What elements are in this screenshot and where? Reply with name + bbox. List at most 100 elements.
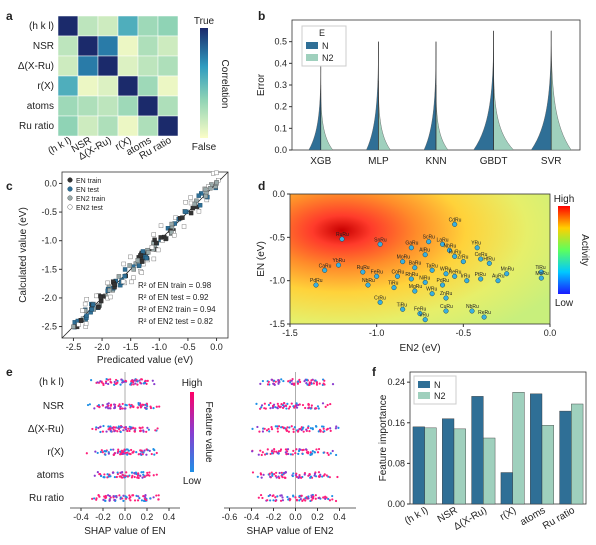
shap-point [278, 405, 281, 409]
heatmap-cell [97, 75, 119, 97]
shap-point [295, 498, 298, 501]
shap-point [100, 449, 103, 452]
shap-point [129, 404, 132, 407]
shap-point [135, 451, 138, 454]
shap-point [107, 475, 110, 478]
shap-point [310, 453, 313, 456]
shap-point [136, 499, 140, 502]
heatmap-cell [57, 55, 79, 77]
heatmap-cell [157, 15, 179, 37]
shap-point [133, 475, 136, 479]
shap-point [314, 379, 317, 382]
shap-point [261, 430, 265, 433]
shap-point [122, 429, 125, 432]
shap-point [145, 448, 148, 451]
shap-point [153, 382, 156, 386]
bar-N2-3 [512, 392, 525, 505]
shap-point [326, 403, 329, 407]
catalyst-point [426, 239, 432, 245]
r2-annotation: R² of EN test = 0.92 [138, 293, 209, 302]
shap-point [251, 450, 254, 453]
shap-point [267, 427, 270, 431]
shap-point [282, 402, 286, 405]
shap-point [294, 496, 297, 499]
x-axis-label: EN2 (eV) [399, 343, 440, 354]
y-tick-label: -1.0 [269, 276, 285, 286]
bar-N-2 [471, 396, 484, 505]
bar-N2-4 [541, 425, 554, 505]
shap-point [295, 402, 298, 405]
shap-point [120, 471, 123, 474]
catalyst-label: CoRu [391, 269, 404, 275]
shap-point [113, 383, 116, 386]
shap-point [305, 379, 309, 382]
shap-point [307, 402, 310, 406]
catalyst-label: VRu [419, 313, 429, 319]
catalyst-point [365, 282, 371, 288]
y-tick-label: 0.0 [272, 189, 285, 199]
x-axis-label: SHAP value of EN [84, 526, 166, 537]
y-axis-label: Feature importance [378, 394, 389, 481]
parity-point [169, 221, 174, 227]
shap-point [283, 476, 286, 479]
heatmap-cell [117, 15, 139, 37]
shap-point [292, 405, 295, 408]
catalyst-point [439, 282, 446, 288]
shap-point [287, 498, 290, 501]
parity-point [76, 322, 81, 327]
parity-point [108, 294, 113, 300]
shap-point [138, 379, 141, 382]
shap-point [297, 449, 301, 453]
shap-point [299, 427, 302, 431]
violin-N-MLP [366, 41, 379, 151]
shap-point [300, 494, 303, 497]
catalyst-label: TiRu [397, 302, 408, 308]
shap-point [318, 382, 321, 385]
shap-point [112, 495, 115, 498]
shap-point [310, 494, 313, 497]
shap-point [325, 474, 328, 477]
catalyst-label: MnRu [501, 267, 515, 273]
shap-point [275, 476, 278, 479]
shap-point [141, 453, 144, 456]
shap-point [130, 471, 134, 474]
colorbar-high-label: High [554, 194, 575, 205]
r2-annotation: R² of EN2 train = 0.94 [138, 305, 216, 314]
catalyst-point [360, 269, 366, 275]
heatmap-cell [157, 55, 179, 77]
x-tick-label: -0.5 [456, 328, 472, 338]
catalyst-point [408, 276, 414, 282]
panel-label-d: d [258, 179, 265, 193]
shap-point [104, 496, 108, 499]
catalyst-point [408, 245, 414, 251]
catalyst-label: WRu [426, 287, 437, 293]
shap-point [139, 474, 142, 477]
shap-point [86, 403, 90, 407]
shap-point [136, 406, 139, 409]
shap-point [119, 430, 122, 434]
shap-point [315, 381, 319, 385]
shap-point [116, 471, 119, 474]
catalyst-label: RuRu [449, 249, 462, 255]
shap-point [137, 453, 140, 456]
shap-point [91, 497, 94, 500]
shap-point [144, 496, 147, 499]
parity-point [116, 274, 122, 279]
parity-point [138, 253, 143, 258]
shap-point [266, 499, 269, 502]
y-tick-label: 0.5 [274, 37, 287, 47]
panel-a-correlation-heatmap: (h k l)(h k l)NSRNSRΔ(X-Ru)Δ(X-Ru)r(X)r(… [18, 15, 230, 163]
shap-point [266, 383, 270, 386]
catalyst-point [400, 259, 406, 265]
shap-point [309, 475, 313, 478]
shap-point [319, 430, 322, 433]
shap-point [119, 450, 122, 453]
shap-point [120, 425, 123, 428]
catalyst-label: CeRu [475, 252, 488, 258]
shap-point [316, 451, 320, 454]
shap-point [141, 403, 144, 406]
shap-point [123, 426, 126, 429]
catalyst-point [460, 259, 466, 265]
shap-point [121, 407, 124, 410]
shap-point [251, 471, 255, 474]
